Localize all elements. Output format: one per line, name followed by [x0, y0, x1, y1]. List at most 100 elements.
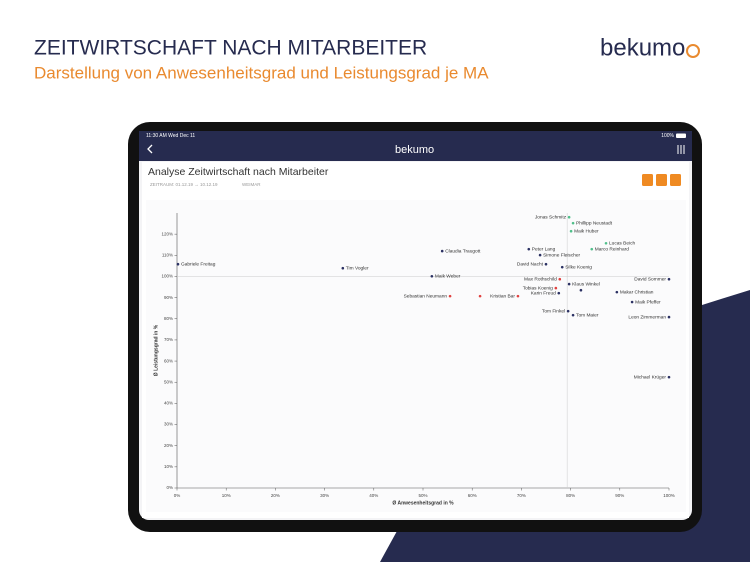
data-point	[527, 247, 531, 251]
y-tick-label: 30%	[164, 422, 173, 427]
point-label: Marco Reinhard	[595, 246, 629, 252]
data-point	[667, 277, 671, 281]
data-point	[558, 277, 562, 281]
data-point	[544, 262, 548, 266]
point-label: Tobias Koenig	[523, 285, 553, 291]
x-tick-label: 60%	[468, 493, 477, 498]
point-label: Michael Krüger	[634, 374, 667, 380]
data-point	[569, 229, 573, 233]
data-point	[516, 294, 520, 298]
y-tick-label: 20%	[164, 443, 173, 448]
data-point	[590, 247, 594, 251]
y-axis-label: Ø Leistungsgrad in %	[153, 324, 159, 376]
x-tick-label: 70%	[517, 493, 526, 498]
y-tick-label: 50%	[164, 379, 173, 384]
filter-location: WEIMAR	[242, 182, 261, 187]
data-point	[604, 241, 608, 245]
data-point	[538, 253, 542, 257]
y-tick-label: 0%	[166, 485, 173, 490]
point-label: Maik Huber	[574, 228, 599, 234]
point-label: Phillipp Neustadt	[576, 220, 613, 226]
point-label: Silke Koenig	[565, 264, 592, 270]
y-tick-label: 40%	[164, 401, 173, 406]
point-label: Makar Christian	[620, 289, 654, 295]
x-axis-label: Ø Anwesenheitsgrad in %	[392, 500, 454, 506]
x-tick-label: 0%	[174, 493, 181, 498]
point-label: Maik Weber	[435, 274, 461, 280]
status-battery: 100%	[661, 133, 674, 139]
y-tick-label: 110%	[162, 252, 173, 257]
point-label: Max Rothschild	[524, 276, 557, 282]
data-point	[560, 265, 564, 269]
data-point	[667, 315, 671, 319]
point-label: Tom Maier	[576, 312, 599, 318]
point-label: Leon Zimmerman	[628, 314, 666, 320]
x-tick-label: 30%	[320, 493, 329, 498]
data-point	[448, 294, 452, 298]
export-button[interactable]	[642, 174, 653, 186]
x-tick-label: 90%	[615, 493, 624, 498]
y-tick-label: 10%	[164, 464, 173, 469]
y-tick-label: 90%	[164, 295, 173, 300]
point-label: Kristian Bar	[490, 293, 515, 299]
point-label: Klaus Winkel	[572, 281, 600, 287]
x-tick-label: 40%	[369, 493, 378, 498]
data-point	[557, 291, 561, 295]
point-label: Lucas Beich	[609, 241, 635, 247]
print-button[interactable]	[656, 174, 667, 186]
x-tick-label: 10%	[222, 493, 231, 498]
point-label: Tom Finkel	[542, 308, 565, 314]
data-point	[571, 313, 575, 317]
point-label: Maik Pfeffer	[635, 299, 661, 305]
filter-period: ZEITRAUM: 01.12.19 → 10.12.19	[150, 182, 218, 187]
page-title: ZEITWIRTSCHAFT NACH MITARBEITER	[34, 37, 427, 60]
card-title: Analyse Zeitwirtschaft nach Mitarbeiter	[148, 166, 329, 178]
data-point	[567, 282, 571, 286]
data-point	[567, 215, 571, 219]
x-tick-label: 100%	[663, 493, 675, 498]
point-label: Peter Lang	[532, 246, 556, 252]
back-button[interactable]	[147, 144, 153, 154]
data-point	[430, 274, 434, 278]
point-label: Gabriele Freitag	[181, 261, 216, 267]
y-tick-label: 70%	[164, 337, 173, 342]
brand-logo: bekumo	[600, 34, 685, 61]
y-tick-label: 80%	[164, 316, 173, 321]
data-point	[440, 249, 444, 253]
data-point	[341, 266, 345, 270]
data-point	[478, 294, 482, 298]
data-point	[667, 375, 671, 379]
x-tick-label: 20%	[271, 493, 280, 498]
app-bar	[139, 131, 692, 161]
point-label: Simone Fleischer	[543, 252, 580, 258]
page-subtitle: Darstellung von Anwesenheitsgrad und Lei…	[34, 63, 489, 82]
y-tick-label: 60%	[164, 358, 173, 363]
data-point	[566, 309, 570, 313]
download-button[interactable]	[670, 174, 681, 186]
point-label: David Sommer	[634, 276, 666, 282]
logo-icon	[686, 44, 700, 58]
point-label: Claudia Traugott	[445, 248, 481, 254]
x-tick-label: 50%	[418, 493, 427, 498]
y-tick-label: 100%	[161, 274, 173, 279]
point-label: Karin Freud	[531, 290, 556, 296]
battery-icon	[676, 133, 686, 138]
x-tick-label: 80%	[566, 493, 575, 498]
point-label: David Nacht	[517, 261, 544, 267]
settings-button[interactable]	[677, 145, 685, 154]
data-point	[579, 288, 583, 292]
point-label: Tim Vogler	[346, 265, 369, 271]
data-point	[615, 290, 619, 294]
data-point	[571, 221, 575, 225]
data-point	[630, 300, 634, 304]
data-point	[554, 286, 558, 290]
plot-card	[146, 200, 686, 512]
point-label: Jonas Schmitz	[535, 214, 567, 220]
status-time: 11:30 AM Wed Dec 11	[146, 133, 195, 139]
data-point	[176, 262, 180, 266]
y-tick-label: 120%	[161, 231, 173, 236]
app-logo: bekumo	[395, 144, 434, 156]
point-label: Sebastian Neumann	[404, 293, 448, 299]
